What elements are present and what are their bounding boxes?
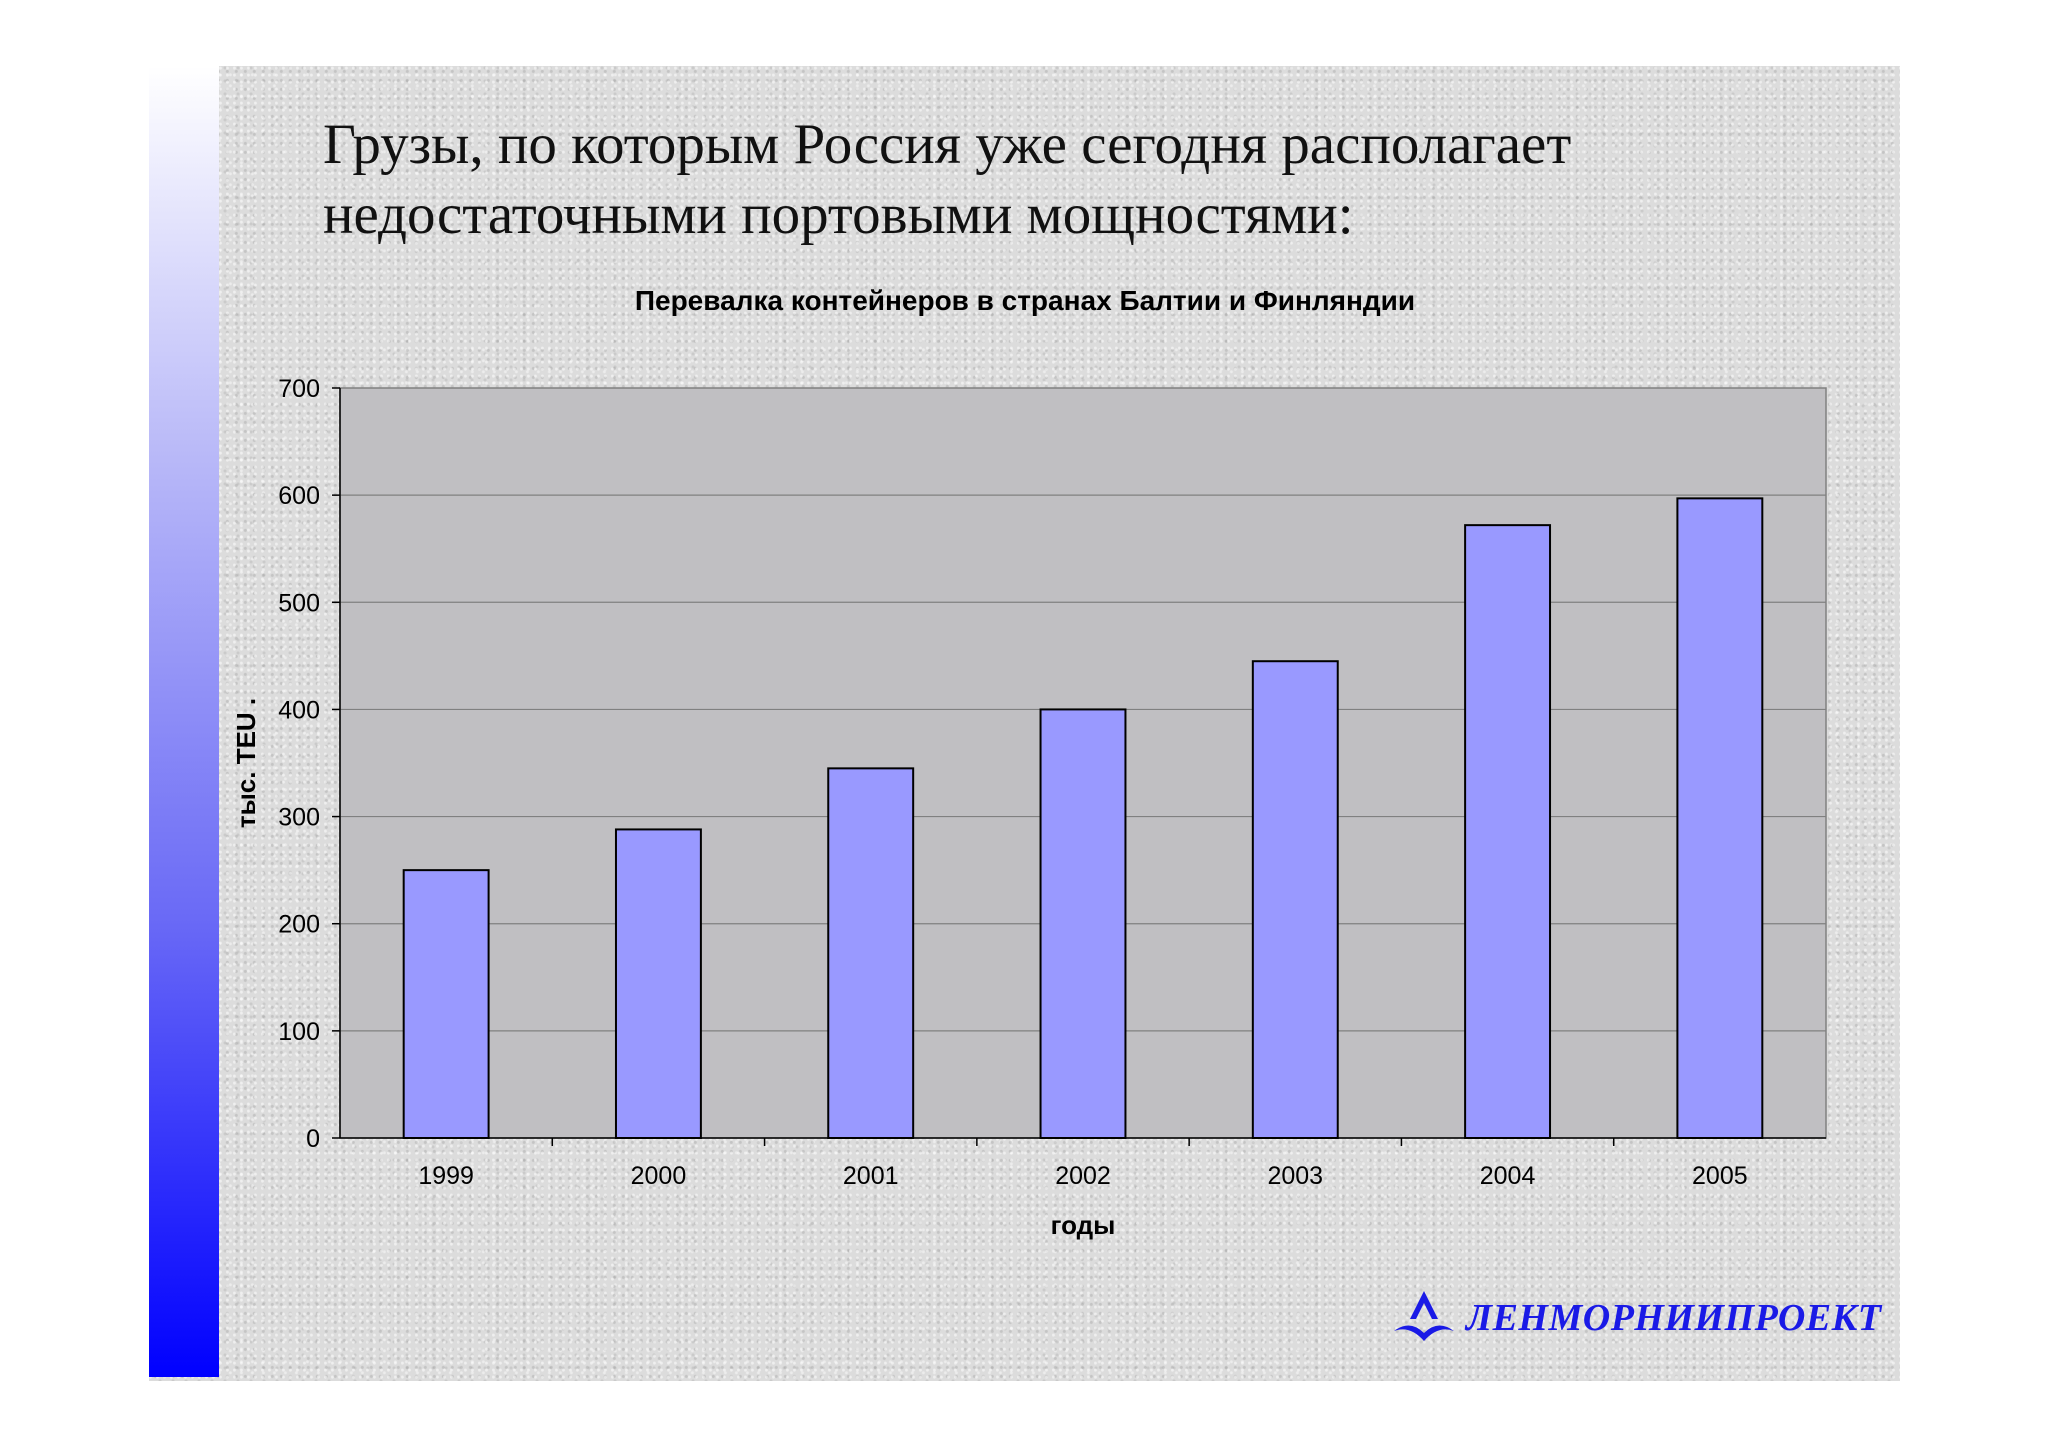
y-tick-label: 100	[278, 1018, 320, 1046]
y-tick-label: 200	[278, 911, 320, 939]
y-tick-label: 300	[278, 804, 320, 832]
y-tick-label: 400	[278, 696, 320, 724]
bar-2000	[614, 828, 702, 1140]
x-axis-ticks: 1999 2000 2001 2002 2003 2004 2005	[418, 1138, 1748, 1190]
x-tick-label: 2003	[1267, 1162, 1323, 1190]
y-tick-label: 600	[278, 482, 320, 510]
bar-2002	[1039, 708, 1127, 1140]
bar-2001	[827, 767, 915, 1139]
logo-text: ЛЕНМОРНИИПРОЕКТ	[1466, 1297, 1882, 1339]
bar-2004	[1464, 524, 1552, 1139]
bar-2005	[1676, 497, 1764, 1140]
y-axis-label: тыс. TEU .	[231, 698, 261, 828]
x-tick-label: 2005	[1692, 1162, 1748, 1190]
company-logo: ЛЕНМОРНИИПРОЕКТ	[1390, 1288, 1882, 1348]
x-axis-label: годы	[1051, 1210, 1116, 1240]
x-tick-label: 1999	[418, 1162, 474, 1190]
slide-title-line-2: недостаточными портовыми мощностями:	[323, 183, 1354, 246]
slide-title-line-1: Грузы, по которым Россия уже сегодня рас…	[323, 113, 1572, 176]
y-axis-ticks: 0 100 200 300 400 500 600 700	[278, 375, 340, 1153]
gradient-side-bar	[149, 66, 219, 1377]
slide-title: Грузы, по которым Россия уже сегодня рас…	[323, 110, 1773, 250]
chart-title: Перевалка контейнеров в странах Балтии и…	[635, 285, 1415, 316]
y-tick-label: 0	[306, 1125, 320, 1153]
bar-2003	[1251, 660, 1339, 1139]
y-tick-label: 700	[278, 375, 320, 403]
y-tick-label: 500	[278, 589, 320, 617]
bars	[402, 497, 1764, 1140]
x-tick-label: 2001	[843, 1162, 899, 1190]
x-tick-label: 2000	[631, 1162, 687, 1190]
x-tick-label: 2002	[1055, 1162, 1111, 1190]
x-tick-label: 2004	[1480, 1162, 1536, 1190]
bar-1999	[402, 869, 490, 1140]
anchor-wave-logo-icon	[1394, 1291, 1454, 1341]
